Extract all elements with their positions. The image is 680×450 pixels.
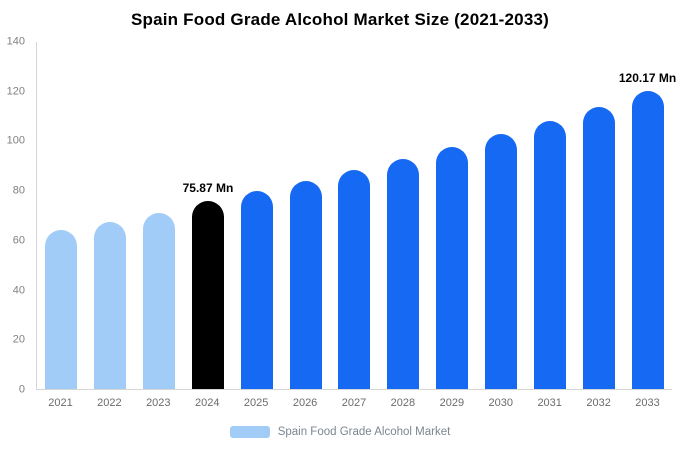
bar-2031 xyxy=(533,120,566,389)
bar-slot: 120.17 Mn xyxy=(619,42,676,389)
x-axis-label: 2030 xyxy=(488,397,513,409)
x-axis-label: 2021 xyxy=(48,397,73,409)
bar-slot xyxy=(428,42,477,389)
legend-swatch xyxy=(229,426,270,438)
x-axis-label: 2026 xyxy=(292,397,318,409)
bar-2033 xyxy=(631,91,664,389)
x-axis-label: 2033 xyxy=(635,397,660,409)
bar-slot xyxy=(477,42,526,389)
bar-2026 xyxy=(289,180,322,389)
plot-area: 75.87 Mn 120.17 Mn xyxy=(36,42,676,390)
data-label: 75.87 Mn xyxy=(182,180,234,195)
y-tick-label: 100 xyxy=(6,134,25,147)
y-axis: 0 20 40 60 80 100 120 140 xyxy=(0,36,30,395)
x-axis-label: 2027 xyxy=(341,397,367,409)
bar-2030 xyxy=(485,133,518,389)
bars: 75.87 Mn 120.17 Mn xyxy=(37,42,676,389)
y-tick-label: 20 xyxy=(12,333,25,346)
x-axis-label: 2032 xyxy=(586,397,611,409)
bar-slot xyxy=(86,42,135,389)
x-axis-label: 2029 xyxy=(439,397,465,409)
bar-slot xyxy=(574,42,623,389)
bar-slot xyxy=(379,42,428,389)
bar-2025 xyxy=(240,190,273,389)
x-axis-label: 2022 xyxy=(97,397,122,409)
bar-2023 xyxy=(143,213,176,389)
bar-2028 xyxy=(387,158,420,389)
y-tick-label: 0 xyxy=(18,383,25,396)
y-tick-label: 80 xyxy=(12,184,25,197)
y-tick-label: 60 xyxy=(12,234,25,247)
bar-slot xyxy=(330,42,379,389)
bar-slot xyxy=(525,42,574,389)
x-axis-label: 2023 xyxy=(146,397,171,409)
bar-slot xyxy=(135,42,184,389)
x-axis-label: 2024 xyxy=(194,397,220,409)
bar-2022 xyxy=(94,221,127,389)
bar-slot xyxy=(232,42,281,389)
bar-2027 xyxy=(338,169,371,389)
chart-title: Spain Food Grade Alcohol Market Size (20… xyxy=(130,10,550,29)
y-tick-label: 120 xyxy=(6,85,25,98)
legend: Spain Food Grade Alcohol Market xyxy=(0,426,680,438)
data-label: 120.17 Mn xyxy=(618,71,677,86)
x-axis-label: 2028 xyxy=(390,397,416,409)
bar-2032 xyxy=(582,106,615,389)
y-tick-label: 140 xyxy=(6,35,25,48)
bar-slot: 75.87 Mn xyxy=(182,42,234,389)
x-axis-label: 2031 xyxy=(537,397,562,409)
bar-slot xyxy=(37,42,86,389)
bar-slot xyxy=(281,42,330,389)
x-axis-labels: 2021 2022 2023 2024 2025 2026 2027 2028 2029 2030… xyxy=(36,397,672,411)
bar-2029 xyxy=(436,146,469,389)
x-axis-label: 2025 xyxy=(243,397,269,409)
y-tick-label: 40 xyxy=(12,284,25,297)
legend-label: Spain Food Grade Alcohol Market xyxy=(277,426,451,438)
bar-2024 xyxy=(191,200,224,389)
bar-2021 xyxy=(45,230,78,389)
